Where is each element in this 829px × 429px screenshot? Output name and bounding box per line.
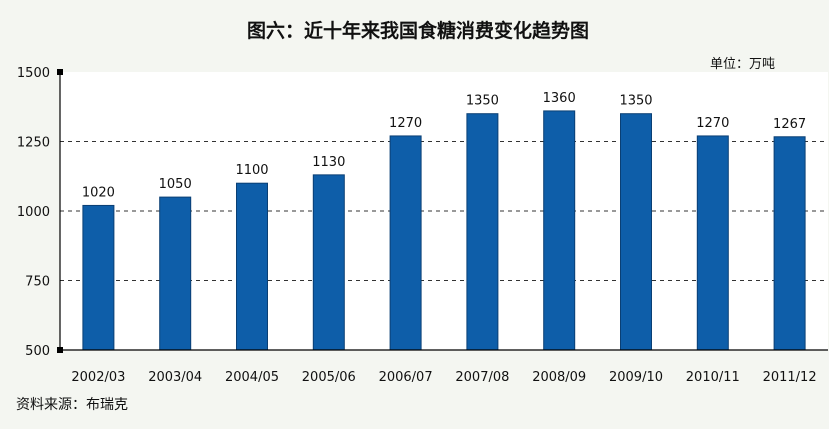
x-tick-label: 2006/07 [379,370,433,385]
x-tick-label: 2002/03 [71,370,125,385]
x-tick-label: 2010/11 [686,370,740,385]
source-note: 资料来源：布瑞克 [16,397,128,413]
y-tick-label: 1250 [17,136,50,151]
unit-label: 单位：万吨 [710,57,775,72]
y-tick-label: 1500 [17,66,50,81]
axis-corner-marker-bottom [57,347,63,353]
y-tick-label: 750 [25,275,50,290]
y-tick-labels: 500 750 1000 1250 1500 [17,66,50,359]
x-tick-label: 2007/08 [455,370,509,385]
bar-2010-11 [696,135,729,351]
data-label: 1267 [773,117,806,132]
data-label: 1020 [82,185,115,200]
bar-2005-06 [312,174,345,351]
data-label: 1100 [235,163,268,178]
x-tick-labels: 2002/03 2003/04 2004/05 2005/06 2006/07 2007/… [71,370,816,385]
chart-title: 图六：近十年来我国食糖消费变化趋势图 [247,19,589,42]
data-label: 1270 [696,116,729,131]
data-label: 1350 [619,94,652,109]
axis-corner-marker-top [57,69,63,75]
bars [82,110,806,351]
data-label: 1130 [312,155,345,170]
bar-2006-07 [389,135,422,351]
data-labels: 1020 1050 1100 1130 1270 1350 1360 1350 1270 1267 [82,91,806,201]
bar-2007-08 [466,113,499,351]
data-label: 1050 [159,177,192,192]
bar-2004-05 [236,182,268,351]
bar-2011-12 [773,136,806,351]
x-tick-label: 2003/04 [148,370,202,385]
y-tick-label: 500 [25,344,50,359]
x-tick-label: 2011/12 [763,370,817,385]
x-tick-label: 2009/10 [609,370,663,385]
bar-2002-03 [82,204,115,351]
y-tick-label: 1000 [17,205,50,220]
data-label: 1360 [543,91,576,106]
x-tick-label: 2005/06 [302,370,356,385]
data-label: 1350 [466,94,499,109]
bar-2008-09 [543,110,576,351]
x-tick-label: 2004/05 [225,370,279,385]
x-tick-label: 2008/09 [532,370,586,385]
bar-2009-10 [620,113,652,351]
data-label: 1270 [389,116,422,131]
bar-2003-04 [159,196,192,351]
